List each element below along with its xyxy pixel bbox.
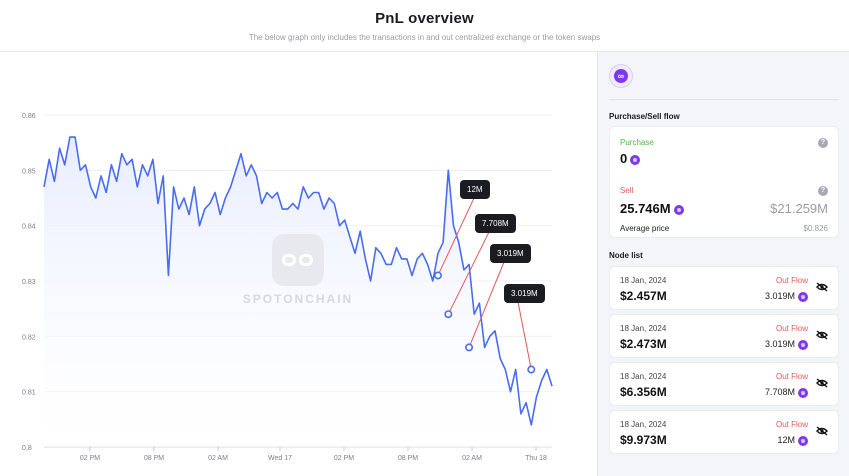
y-tick-label: 0.81 (22, 390, 36, 397)
avg-price-value: $0.826 (803, 224, 828, 233)
purchase-sell-title: Purchase/Sell flow (609, 112, 680, 121)
node-usd: $2.473M (620, 337, 667, 351)
node-flow: Out Flow (775, 420, 808, 429)
watermark: SPOTONCHAIN (232, 234, 364, 306)
marker-label: 12M (460, 180, 490, 199)
help-icon[interactable]: ? (818, 186, 828, 196)
avg-price-label: Average price (620, 224, 670, 233)
marker-leader (437, 197, 475, 276)
series-line (43, 136, 553, 426)
data-marker (433, 271, 442, 280)
sell-usd: $21.259M (770, 201, 828, 216)
node-item[interactable]: 18 Jan, 2024 Out Flow $6.356M 7.708M (609, 362, 839, 406)
purchase-sell-card: Purchase ? 0 Sell ? 25.746M $21.259M Ave… (609, 126, 839, 238)
node-amount: 3.019M (765, 291, 808, 302)
sell-value: 25.746M (620, 201, 684, 216)
token-icon (798, 291, 808, 302)
page-subtitle: The below graph only includes the transa… (248, 33, 601, 42)
node-item[interactable]: 18 Jan, 2024 Out Flow $9.973M 12M (609, 410, 839, 454)
y-tick-label: 0.85 (22, 168, 36, 175)
eye-off-icon[interactable] (816, 282, 828, 292)
node-usd: $2.457M (620, 289, 667, 303)
node-date: 18 Jan, 2024 (620, 324, 667, 333)
node-flow: Out Flow (775, 324, 808, 333)
eye-off-icon[interactable] (816, 378, 828, 388)
pnl-chart[interactable]: 0.86 0.85 0.84 0.83 0.82 0.81 0.8 02 PM 08 PM 02 … (0, 52, 596, 476)
marker-label: 3.019M (490, 244, 531, 263)
node-flow: Out Flow (775, 372, 808, 381)
x-tick-label: 02 PM (334, 455, 354, 462)
y-tick-label: 0.82 (22, 334, 36, 341)
sell-label: Sell (620, 186, 634, 195)
node-item[interactable]: 18 Jan, 2024 Out Flow $2.473M 3.019M (609, 314, 839, 358)
marker-label: 7.708M (475, 214, 516, 233)
node-amount: 3.019M (765, 339, 808, 350)
marker-leader (517, 301, 532, 370)
x-tick-label: 08 PM (398, 455, 418, 462)
help-icon[interactable]: ? (818, 138, 828, 148)
data-marker (527, 365, 536, 374)
data-marker (465, 343, 474, 352)
y-tick-label: 0.83 (22, 279, 36, 286)
token-icon (798, 435, 808, 446)
node-date: 18 Jan, 2024 (620, 276, 667, 285)
purchase-value: 0 (620, 151, 641, 166)
y-tick-label: 0.86 (22, 113, 36, 120)
watermark-text: SPOTONCHAIN (242, 292, 354, 306)
node-date: 18 Jan, 2024 (620, 372, 667, 381)
page-header: PnL overview The below graph only includ… (0, 0, 849, 52)
marker-label: 3.019M (504, 284, 545, 303)
x-tick-label: 02 AM (462, 455, 482, 462)
node-flow: Out Flow (775, 276, 808, 285)
x-tick-label: Wed 17 (268, 455, 292, 462)
x-tick-label: Thu 18 (525, 455, 547, 462)
x-tick-label: 08 PM (144, 455, 164, 462)
token-icon (673, 204, 684, 215)
marker-leader (468, 261, 505, 348)
page-title: PnL overview (375, 10, 474, 27)
token-icon (798, 339, 808, 350)
data-marker (444, 310, 453, 319)
node-date: 18 Jan, 2024 (620, 420, 667, 429)
node-usd: $9.973M (620, 433, 667, 447)
y-tick-label: 0.8 (22, 445, 32, 452)
x-tick-label: 02 AM (208, 455, 228, 462)
node-amount: 7.708M (765, 387, 808, 398)
eye-off-icon[interactable] (816, 426, 828, 436)
token-icon (798, 387, 808, 398)
series-area (44, 137, 552, 447)
token-icon[interactable]: ∞ (609, 64, 633, 88)
token-icon (630, 154, 641, 165)
marker-leader (447, 231, 490, 315)
x-tick-label: 02 PM (80, 455, 100, 462)
node-item[interactable]: 18 Jan, 2024 Out Flow $2.457M 3.019M (609, 266, 839, 310)
purchase-label: Purchase (620, 138, 654, 147)
y-tick-label: 0.84 (22, 224, 36, 231)
sidebar: ∞ Purchase/Sell flow Purchase ? 0 Sell ?… (597, 52, 849, 476)
node-list-title: Node list (609, 251, 643, 260)
node-amount: 12M (777, 435, 808, 446)
node-usd: $6.356M (620, 385, 667, 399)
watermark-logo-icon (272, 234, 324, 286)
eye-off-icon[interactable] (816, 330, 828, 340)
